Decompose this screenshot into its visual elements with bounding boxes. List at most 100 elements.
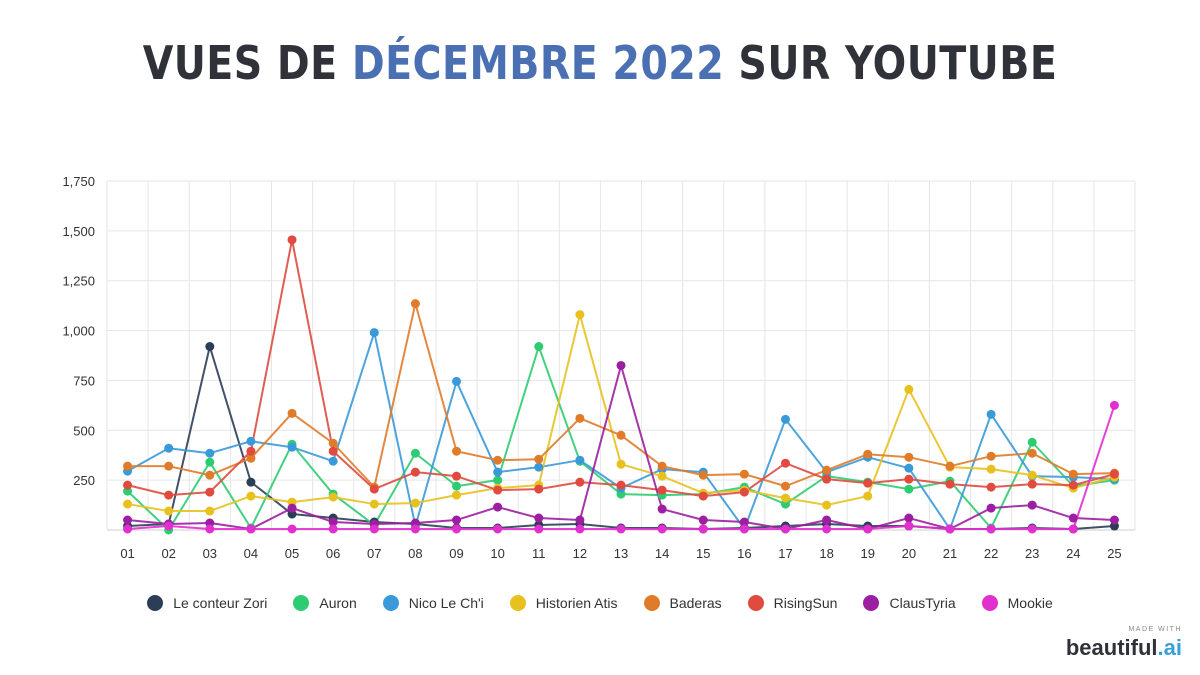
x-tick-label: 03: [203, 546, 217, 561]
legend-label: Baderas: [669, 595, 722, 611]
data-point: [246, 436, 256, 446]
data-point: [986, 409, 996, 419]
x-tick-label: 06: [326, 546, 340, 561]
data-point: [575, 524, 585, 534]
data-point: [657, 504, 667, 514]
legend-label: RisingSun: [773, 595, 838, 611]
data-point: [287, 442, 297, 452]
data-point: [822, 465, 832, 475]
data-point: [780, 458, 790, 468]
data-point: [205, 342, 215, 352]
data-point: [698, 524, 708, 534]
legend-item: RisingSun: [747, 595, 838, 611]
data-point: [123, 524, 133, 534]
data-point: [493, 524, 503, 534]
data-point: [1027, 437, 1037, 447]
legend-swatch: [643, 595, 660, 611]
data-point: [863, 449, 873, 459]
data-point: [534, 524, 544, 534]
data-point: [657, 461, 667, 471]
data-point: [698, 515, 708, 525]
series-line: [127, 364, 1115, 531]
data-point: [1068, 480, 1078, 490]
legend-item: Historien Atis: [509, 595, 618, 611]
data-point: [698, 491, 708, 501]
data-point: [780, 493, 790, 503]
data-point: [493, 455, 503, 465]
data-point: [164, 490, 174, 500]
data-point: [287, 524, 297, 534]
data-point: [1109, 515, 1119, 525]
legend-item: Nico Le Ch'i: [382, 595, 484, 611]
y-tick-label: 750: [73, 373, 95, 388]
data-point: [410, 299, 420, 309]
data-point: [1027, 448, 1037, 458]
y-tick-label: 1,000: [62, 324, 95, 339]
data-point: [452, 481, 462, 491]
data-point: [205, 487, 215, 497]
legend-item: Baderas: [643, 595, 722, 611]
data-point: [822, 524, 832, 534]
data-point: [205, 457, 215, 467]
data-point: [986, 482, 996, 492]
data-point: [945, 461, 955, 471]
data-point: [493, 467, 503, 477]
legend-label: ClausTyria: [889, 595, 956, 611]
data-point: [452, 515, 462, 525]
data-point: [575, 413, 585, 423]
data-point: [863, 524, 873, 534]
brand-logo: MADE WITH beautiful.ai: [1066, 626, 1182, 661]
data-point: [986, 524, 996, 534]
title-highlight: DÉCEMBRE 2022: [351, 36, 725, 90]
chart-title: VUES DE DÉCEMBRE 2022 SUR YOUTUBE: [84, 36, 1116, 90]
data-point: [780, 524, 790, 534]
legend-item: Le conteur Zori: [147, 595, 267, 611]
legend-swatch: [293, 595, 310, 611]
data-point: [493, 502, 503, 512]
data-point: [657, 524, 667, 534]
data-point: [822, 474, 832, 484]
x-tick-label: 14: [655, 546, 669, 561]
series-line: [127, 302, 1115, 489]
data-point: [205, 448, 215, 458]
data-point: [534, 342, 544, 352]
data-point: [493, 475, 503, 485]
data-point: [164, 443, 174, 453]
data-point: [1109, 400, 1119, 410]
legend-swatch: [747, 595, 764, 611]
data-point: [986, 503, 996, 513]
data-point: [452, 376, 462, 386]
data-point: [616, 430, 626, 440]
chart-legend: Le conteur Zori Auron Nico Le Ch'i Historie…: [0, 595, 1200, 611]
x-tick-label: 05: [285, 546, 299, 561]
data-point: [328, 517, 338, 527]
data-point: [575, 477, 585, 487]
legend-swatch: [147, 595, 164, 611]
data-point: [986, 464, 996, 474]
brand-name-text: beautiful: [1065, 635, 1158, 660]
data-point: [452, 471, 462, 481]
data-point: [328, 438, 338, 448]
x-tick-label: 21: [943, 546, 957, 561]
data-point: [657, 471, 667, 481]
data-point: [1027, 524, 1037, 534]
legend-swatch: [981, 595, 998, 611]
data-point: [822, 500, 832, 510]
data-point: [904, 384, 914, 394]
title-part-2: SUR YOUTUBE: [724, 36, 1058, 90]
x-tick-label: 15: [696, 546, 710, 561]
data-point: [452, 446, 462, 456]
data-point: [328, 492, 338, 502]
made-with-label: MADE WITH: [1128, 626, 1182, 633]
data-point: [452, 524, 462, 534]
legend-label: Historien Atis: [535, 595, 618, 611]
brand-name: beautiful.ai: [1066, 635, 1182, 661]
data-point: [575, 455, 585, 465]
data-point: [945, 524, 955, 534]
y-tick-label: 1,750: [62, 174, 95, 189]
data-point: [410, 448, 420, 458]
data-point: [1068, 513, 1078, 523]
y-tick-label: 1,500: [62, 224, 95, 239]
data-point: [739, 469, 749, 479]
